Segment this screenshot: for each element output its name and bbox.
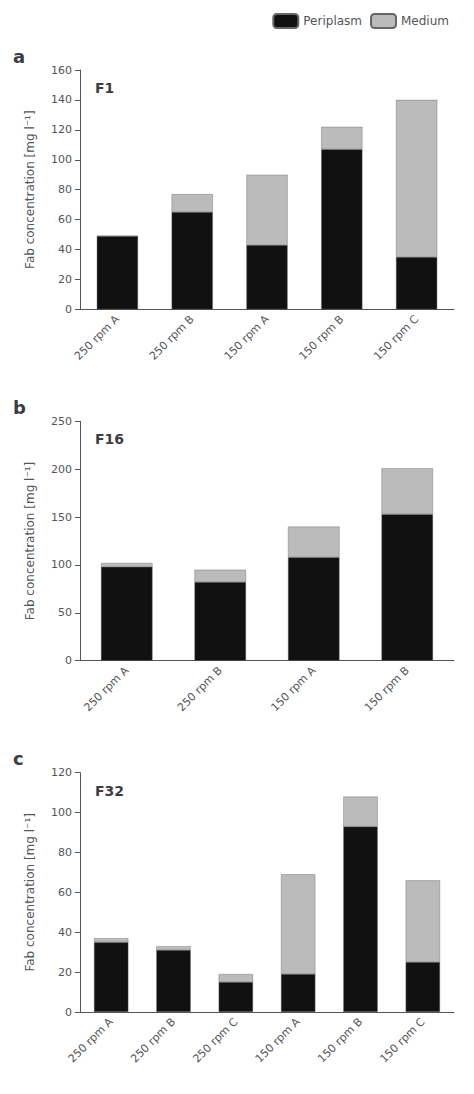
svg-text:80: 80 — [58, 846, 72, 859]
svg-text:F16: F16 — [95, 431, 124, 447]
svg-text:Fab concentration [mg l⁻¹]: Fab concentration [mg l⁻¹] — [23, 813, 37, 971]
svg-text:150 rpm B: 150 rpm B — [296, 313, 346, 363]
svg-text:150 rpm C: 150 rpm C — [377, 1015, 427, 1065]
svg-text:100: 100 — [51, 153, 72, 166]
svg-text:100: 100 — [51, 806, 72, 819]
svg-text:150 rpm B: 150 rpm B — [315, 1015, 365, 1065]
svg-text:F32: F32 — [95, 783, 124, 799]
svg-text:0: 0 — [65, 303, 72, 316]
svg-text:250 rpm B: 250 rpm B — [147, 313, 197, 363]
svg-text:150 rpm A: 150 rpm A — [222, 312, 272, 362]
svg-text:50: 50 — [58, 606, 72, 619]
svg-text:40: 40 — [58, 243, 72, 256]
svg-text:150 rpm A: 150 rpm A — [253, 1015, 303, 1065]
svg-text:Fab concentration [mg l⁻¹]: Fab concentration [mg l⁻¹] — [23, 110, 37, 268]
svg-text:250 rpm A: 250 rpm A — [72, 312, 122, 362]
svg-text:40: 40 — [58, 926, 72, 939]
svg-text:b: b — [13, 397, 26, 418]
svg-text:250 rpm B: 250 rpm B — [128, 1015, 178, 1065]
svg-text:150: 150 — [51, 511, 72, 524]
svg-text:120: 120 — [51, 766, 72, 779]
svg-text:0: 0 — [65, 654, 72, 667]
svg-text:160: 160 — [51, 64, 72, 77]
svg-text:Fab concentration [mg l⁻¹]: Fab concentration [mg l⁻¹] — [23, 462, 37, 620]
svg-text:c: c — [13, 748, 24, 769]
svg-text:Periplasm: Periplasm — [303, 14, 362, 28]
svg-text:Medium: Medium — [401, 14, 449, 28]
svg-text:250 rpm C: 250 rpm C — [190, 1015, 240, 1065]
svg-text:100: 100 — [51, 558, 72, 571]
svg-text:20: 20 — [58, 966, 72, 979]
svg-text:F1: F1 — [95, 80, 114, 96]
svg-text:60: 60 — [58, 886, 72, 899]
svg-text:0: 0 — [65, 1006, 72, 1019]
svg-text:150 rpm A: 150 rpm A — [268, 664, 318, 714]
svg-text:60: 60 — [58, 213, 72, 226]
svg-text:250 rpm B: 250 rpm B — [175, 664, 225, 714]
svg-text:250: 250 — [51, 415, 72, 428]
svg-text:150 rpm C: 150 rpm C — [371, 313, 421, 363]
svg-text:20: 20 — [58, 273, 72, 286]
svg-text:a: a — [13, 46, 25, 67]
svg-text:80: 80 — [58, 183, 72, 196]
svg-text:140: 140 — [51, 93, 72, 106]
svg-text:200: 200 — [51, 463, 72, 476]
svg-text:120: 120 — [51, 123, 72, 136]
svg-text:250 rpm A: 250 rpm A — [81, 664, 131, 714]
svg-text:250 rpm A: 250 rpm A — [66, 1015, 116, 1065]
svg-text:150 rpm B: 150 rpm B — [362, 664, 412, 714]
